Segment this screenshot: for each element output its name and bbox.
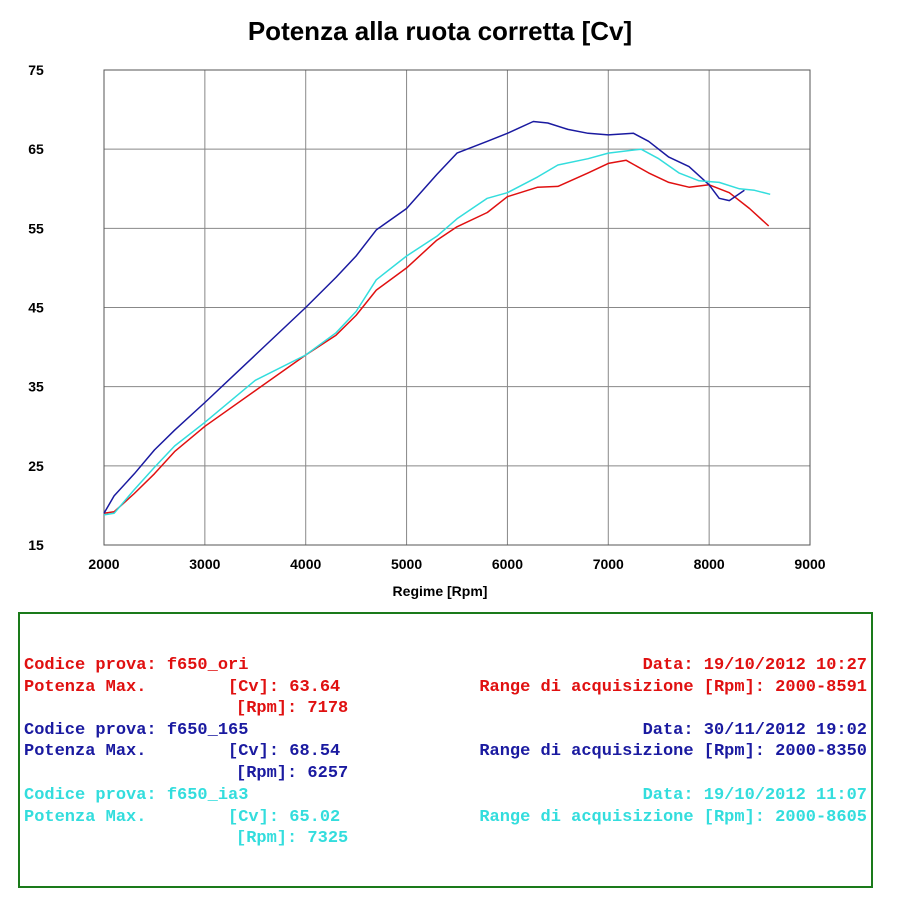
run-1-data: Data: 19/10/2012 10:27 — [642, 656, 867, 675]
run-3-codice: Codice prova: f650_ia3 — [24, 786, 249, 805]
power-chart: Potenza alla ruota corretta [Cv] 2000 300… — [28, 16, 826, 599]
y-tick-label: 15 — [28, 537, 44, 553]
run-2-data: Data: 30/11/2012 19:02 — [642, 721, 867, 740]
run-2-potenza: Potenza Max. [Cv]: 68.54 — [24, 742, 341, 761]
run-2-codice: Codice prova: f650_165 — [24, 721, 249, 740]
run-3-range: Range di acquisizione [Rpm]: 2000-8605 — [479, 808, 867, 827]
x-tick-label: 6000 — [492, 556, 523, 572]
series-line-f650_165 — [103, 120, 745, 514]
x-axis-label: Regime [Rpm] — [393, 583, 488, 599]
y-tick-label: 45 — [28, 300, 44, 316]
series-line-f650_ori — [103, 159, 770, 515]
run-1-range: Range di acquisizione [Rpm]: 2000-8591 — [479, 678, 867, 697]
run-2-range: Range di acquisizione [Rpm]: 2000-8350 — [479, 742, 867, 761]
chart-grid — [103, 69, 811, 546]
x-tick-label: 5000 — [391, 556, 422, 572]
x-tick-label: 8000 — [694, 556, 725, 572]
run-1-rpm: [Rpm]: 7178 — [236, 699, 349, 718]
x-axis-ticks: 2000 3000 4000 5000 6000 7000 8000 9000 — [88, 556, 825, 572]
y-axis-ticks: 15 25 35 45 55 65 75 — [28, 62, 44, 553]
chart-title: Potenza alla ruota corretta [Cv] — [248, 16, 632, 46]
x-tick-label: 9000 — [794, 556, 825, 572]
x-tick-label: 4000 — [290, 556, 321, 572]
chart-series — [103, 120, 771, 516]
y-tick-label: 75 — [28, 62, 44, 78]
run-3-potenza: Potenza Max. [Cv]: 65.02 — [24, 808, 341, 827]
run-2-rpm: [Rpm]: 6257 — [236, 764, 349, 783]
run-1-codice: Codice prova: f650_ori — [24, 656, 249, 675]
run-3-rpm: [Rpm]: 7325 — [236, 829, 349, 848]
run-3-data: Data: 19/10/2012 11:07 — [642, 786, 867, 805]
x-tick-label: 2000 — [88, 556, 119, 572]
x-tick-label: 7000 — [593, 556, 624, 572]
test-info-panel: Codice prova: f650_ori Data: 19/10/2012 … — [18, 612, 873, 888]
y-tick-label: 25 — [28, 458, 44, 474]
y-tick-label: 65 — [28, 141, 44, 157]
y-tick-label: 55 — [28, 220, 44, 236]
y-tick-label: 35 — [28, 379, 44, 395]
series-line-f650_ia3 — [103, 148, 771, 516]
run-1-potenza: Potenza Max. [Cv]: 63.64 — [24, 678, 341, 697]
plot-frame — [103, 69, 811, 546]
x-tick-label: 3000 — [189, 556, 220, 572]
